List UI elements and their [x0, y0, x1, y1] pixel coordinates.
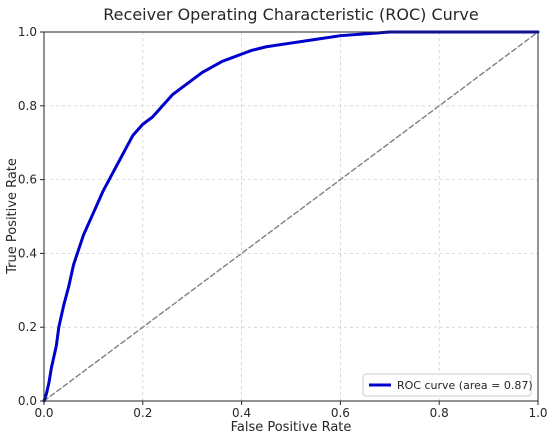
- roc-curve-line: [42, 30, 540, 403]
- x-tick-label: 0.2: [133, 406, 152, 420]
- chance-diagonal-line: [43, 31, 539, 402]
- y-tick-label: 1.0: [18, 25, 37, 39]
- chart-title: Receiver Operating Characteristic (ROC) …: [103, 5, 478, 24]
- legend: ROC curve (area = 0.87): [362, 373, 533, 397]
- y-tick-label: 0.6: [18, 173, 37, 187]
- y-tick-label: 0.8: [18, 99, 37, 113]
- x-tick-label: 0.0: [34, 406, 53, 420]
- y-axis-ticks: 0.0 0.2 0.4 0.6 0.8 1.0: [18, 25, 44, 408]
- x-tick-label: 0.4: [232, 406, 251, 420]
- y-tick-label: 0.4: [18, 246, 37, 260]
- legend-label: ROC curve (area = 0.87): [397, 379, 533, 392]
- x-tick-label: 0.8: [430, 406, 449, 420]
- series-layer: [42, 30, 540, 403]
- y-tick-label: 0.2: [18, 320, 37, 334]
- x-axis-ticks: 0.0 0.2 0.4 0.6 0.8 1.0: [34, 401, 548, 420]
- x-axis-label: False Positive Rate: [231, 420, 352, 435]
- y-axis-label: True Positive Rate: [5, 158, 20, 275]
- legend-box: [362, 373, 532, 397]
- x-tick-label: 0.6: [331, 406, 350, 420]
- plot-frame: [43, 31, 539, 402]
- y-tick-label: 0.0: [18, 394, 37, 408]
- x-tick-label: 1.0: [528, 406, 547, 420]
